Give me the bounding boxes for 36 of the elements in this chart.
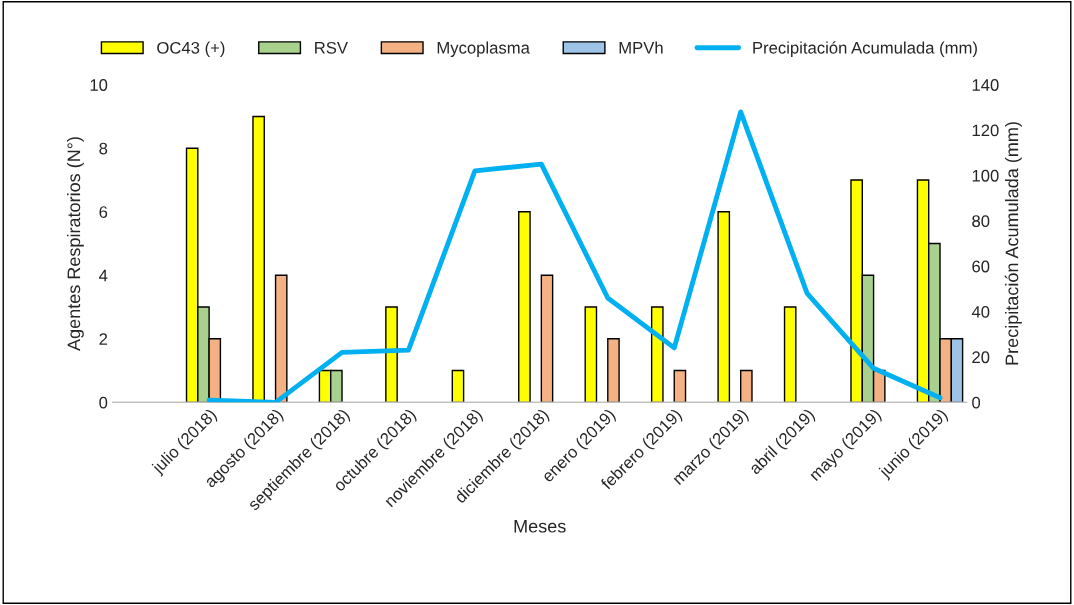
bar: [540, 274, 554, 403]
y-tick-label: 4: [99, 269, 108, 282]
x-axis-title: Meses: [514, 520, 566, 533]
y-tick-label: 8: [99, 142, 108, 155]
legend-label: MPVh: [619, 41, 663, 54]
y-tick-label: 0: [99, 396, 108, 409]
bar: [274, 274, 288, 403]
y2-tick-label: 120: [972, 124, 999, 137]
y-tick-label: 2: [99, 333, 108, 345]
y2-tick-label: 100: [972, 169, 999, 182]
bar: [717, 211, 731, 403]
y2-tick-label: 60: [972, 260, 990, 273]
y-axis-title: Agentes Respiratorios (N°): [66, 137, 84, 351]
y2-tick-label: 140: [972, 79, 999, 91]
y2-tick-label: 80: [972, 215, 990, 228]
legend-label: OC43 (+): [157, 41, 225, 57]
y2-axis-title: Precipitación Acumulada (mm): [1004, 122, 1022, 365]
legend-label: RSV: [315, 41, 348, 54]
bar: [252, 115, 265, 403]
line-series: [206, 109, 943, 403]
legend-label: Mycoplasma: [437, 41, 530, 57]
bar: [385, 306, 398, 403]
y2-tick-label: 20: [972, 351, 990, 364]
bar: [673, 369, 687, 403]
bar: [783, 306, 797, 403]
bar: [739, 369, 753, 403]
y-tick-label: 6: [99, 206, 108, 218]
legend-label: Precipitación Acumulada (mm): [753, 41, 977, 57]
bar: [650, 306, 664, 403]
bar: [451, 369, 465, 403]
bar: [518, 211, 531, 403]
bar: [607, 338, 620, 403]
bar: [584, 306, 598, 403]
y-tick-label: 10: [90, 79, 108, 91]
y2-tick-label: 0: [972, 396, 981, 409]
y2-tick-label: 40: [971, 305, 990, 318]
